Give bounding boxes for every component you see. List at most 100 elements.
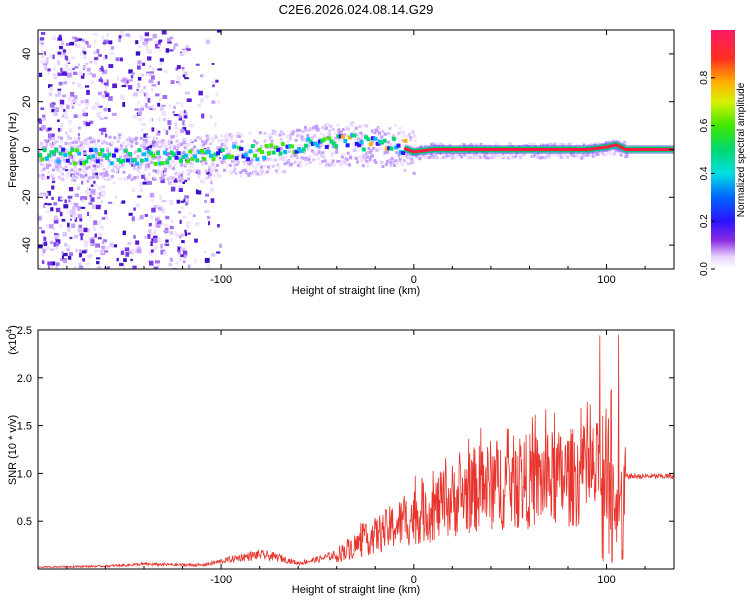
halo-cell	[490, 144, 494, 148]
halo-cell	[105, 171, 109, 175]
x-tick-label: 100	[597, 574, 615, 586]
noise-cell	[57, 60, 60, 66]
halo-cell	[330, 161, 334, 165]
halo-cell	[312, 158, 316, 162]
y-tick-label: 2.0	[17, 373, 32, 385]
track-cell	[267, 151, 271, 156]
halo-cell	[299, 133, 303, 137]
halo-cell	[554, 153, 558, 157]
halo-cell	[97, 139, 100, 143]
noise-cell	[172, 111, 175, 114]
halo-cell	[42, 176, 46, 180]
noise-cell	[83, 227, 88, 233]
noise-cell	[68, 201, 73, 205]
halo-cell	[589, 152, 593, 156]
halo-cell	[328, 133, 332, 136]
noise-cell	[96, 261, 100, 265]
halo-cell	[62, 167, 66, 171]
noise-cell	[154, 40, 158, 44]
noise-cell	[211, 62, 215, 65]
halo-cell	[81, 175, 85, 179]
noise-cell	[131, 72, 135, 75]
noise-cell	[89, 215, 92, 218]
y-tick-label: 0	[21, 146, 33, 152]
track-cell	[102, 153, 107, 158]
halo-cell	[179, 156, 183, 160]
noise-cell	[80, 235, 83, 241]
halo-cell	[315, 125, 319, 128]
noise-cell	[60, 197, 65, 200]
halo-cell	[152, 176, 156, 180]
halo-cell	[260, 165, 263, 169]
track-cell	[230, 154, 234, 159]
noise-cell	[184, 71, 188, 76]
noise-cell	[82, 49, 85, 54]
y-tick-label: 1.5	[17, 421, 32, 433]
colorbar-tick-label: 0.2	[699, 214, 710, 228]
track-cell	[105, 155, 110, 160]
noise-cell	[79, 174, 83, 179]
snr-panel: -100 0 100 0.51.01.52.02.5 Height of strai…	[5, 325, 675, 596]
noise-cell	[53, 65, 56, 71]
noise-cell	[205, 39, 210, 45]
halo-cell	[139, 144, 143, 148]
noise-cell	[174, 231, 178, 236]
noise-cell	[89, 61, 93, 64]
noise-cell	[38, 144, 42, 147]
halo-cell	[234, 141, 238, 145]
noise-cell	[152, 247, 157, 250]
noise-cell	[99, 117, 104, 120]
track-cell	[81, 161, 86, 166]
halo-cell	[131, 161, 135, 165]
noise-cell	[88, 253, 93, 258]
noise-cell	[183, 198, 186, 202]
x-tick-label: -100	[210, 274, 232, 286]
noise-cell	[42, 248, 46, 253]
noise-cell	[162, 164, 167, 167]
halo-cell	[395, 162, 399, 166]
halo-cell	[322, 153, 326, 157]
halo-cell	[219, 146, 223, 150]
track-cell	[79, 161, 84, 166]
noise-cell	[157, 68, 163, 71]
noise-cell	[170, 186, 176, 192]
halo-cell	[130, 140, 134, 144]
halo-cell	[56, 167, 60, 171]
track-cell	[86, 155, 91, 160]
track-cell	[357, 143, 362, 148]
noise-cell	[180, 233, 184, 238]
noise-cell	[68, 119, 72, 124]
noise-cell	[45, 224, 49, 228]
halo-cell	[57, 136, 61, 139]
noise-cell	[78, 224, 82, 229]
halo-cell	[167, 166, 171, 170]
track-cell	[391, 136, 396, 141]
halo-cell	[397, 131, 401, 135]
halo-cell	[255, 148, 259, 152]
noise-cell	[87, 71, 90, 76]
noise-cell	[114, 195, 118, 199]
halo-cell	[165, 144, 169, 148]
halo-cell	[189, 139, 193, 142]
noise-cell	[105, 94, 109, 97]
halo-cell	[88, 136, 92, 140]
track-cell	[264, 143, 269, 148]
noise-cell	[76, 186, 81, 191]
snr-y-ticks: 0.51.01.52.02.5	[17, 325, 674, 528]
track-cell	[51, 150, 56, 155]
halo-cell	[235, 134, 239, 138]
noise-cell	[141, 88, 145, 94]
halo-cell	[101, 175, 105, 179]
halo-cell	[375, 129, 379, 133]
noise-cell	[180, 254, 185, 258]
noise-cell	[131, 248, 137, 254]
noise-cell	[103, 39, 109, 44]
noise-cell	[90, 72, 93, 75]
noise-cell	[45, 143, 48, 147]
halo-cell	[329, 163, 333, 167]
halo-cell	[211, 163, 215, 166]
halo-cell	[543, 156, 547, 160]
track-cell	[366, 137, 371, 142]
halo-cell	[145, 163, 149, 167]
halo-cell	[331, 159, 335, 163]
